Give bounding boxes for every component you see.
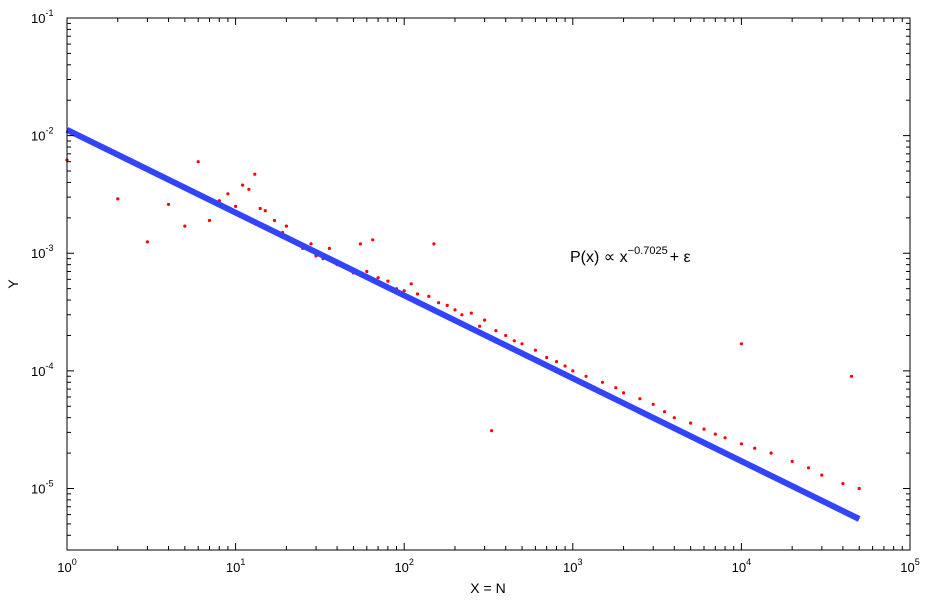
scatter-point-15: [272, 218, 277, 223]
x-tick-label-2: 102: [394, 557, 413, 575]
scatter-point-17: [284, 224, 288, 228]
scatter-point-42: [469, 311, 473, 315]
scatter-point-38: [437, 301, 441, 305]
scatter-point-2: [145, 240, 149, 244]
y-tick-label-1: 10-4: [31, 361, 53, 379]
scatter-point-67: [739, 442, 744, 446]
x-tick-label-1: 101: [226, 557, 245, 575]
scatter-point-75: [849, 374, 854, 378]
scatter-point-74: [841, 482, 845, 486]
scatter-point-61: [662, 410, 667, 414]
plot-area: [67, 18, 910, 550]
scatter-point-8: [226, 192, 230, 196]
scatter-point-70: [769, 451, 773, 455]
scatter-point-29: [371, 238, 375, 242]
y-tick-label-2: 10-3: [31, 243, 53, 261]
scatter-point-6: [207, 218, 212, 223]
scatter-point-62: [672, 416, 676, 420]
scatter-point-9: [234, 204, 238, 208]
scatter-point-28: [365, 269, 369, 274]
scatter-point-44: [483, 318, 487, 322]
scatter-point-40: [453, 308, 457, 312]
scatter-point-12: [253, 172, 257, 176]
scatter-point-60: [651, 402, 655, 406]
scatter-point-43: [478, 324, 482, 328]
plot-frame: [66, 17, 911, 551]
axis-ticks: [66, 18, 910, 551]
y-tick-label-4: 10-1: [31, 8, 53, 26]
x-tick-label-0: 100: [57, 557, 76, 575]
scatter-point-30: [376, 276, 380, 280]
scatter-point-73: [820, 473, 824, 477]
y-axis-label: Y: [5, 279, 21, 289]
scatter-point-50: [533, 348, 538, 352]
scatter-point-46: [494, 329, 498, 333]
scatter-point-66: [723, 436, 727, 440]
x-tick-label-3: 103: [563, 557, 582, 575]
scatter-points: [65, 158, 861, 491]
scatter-point-14: [263, 209, 267, 213]
scatter-point-59: [638, 397, 642, 401]
scatter-point-55: [584, 374, 588, 378]
scatter-point-48: [512, 339, 516, 343]
scatter-point-64: [702, 427, 706, 431]
scatter-point-3: [166, 202, 171, 206]
fit-line: [65, 127, 861, 522]
y-tick-label-0: 10-5: [31, 479, 53, 497]
scatter-point-36: [427, 294, 431, 298]
x-axis-label: X = N: [470, 580, 505, 596]
scatter-point-58: [622, 391, 626, 395]
scatter-point-5: [196, 160, 200, 164]
scatter-point-10: [241, 183, 245, 187]
x-tick-label-5: 105: [900, 557, 919, 575]
scatter-point-68: [739, 342, 744, 346]
scatter-point-11: [247, 187, 251, 191]
scatter-point-54: [571, 369, 575, 373]
scatter-point-33: [402, 289, 406, 293]
scatter-point-63: [689, 421, 693, 425]
y-tick-label-3: 10-2: [31, 126, 53, 144]
scatter-point-13: [258, 206, 262, 211]
scatter-point-47: [504, 333, 508, 338]
annotation-exponent: −0.7025: [628, 245, 668, 257]
power-law-annotation: P(x) ∝ x−0.7025 + ε: [570, 245, 691, 266]
scatter-point-27: [358, 242, 362, 246]
scatter-point-76: [857, 486, 861, 491]
scatter-point-56: [600, 380, 605, 384]
scatter-point-53: [563, 364, 567, 368]
fit-line-layer: [65, 127, 861, 522]
scatter-point-37: [432, 242, 436, 246]
scatter-point-72: [806, 466, 811, 470]
scatter-point-49: [520, 342, 524, 346]
scatter-point-20: [309, 242, 313, 246]
scatter-point-39: [445, 303, 449, 307]
annotation-tail: + ε: [670, 249, 691, 266]
scatter-point-65: [713, 432, 717, 436]
scatter-point-23: [327, 246, 331, 250]
scatter-point-4: [183, 224, 187, 228]
scatter-point-51: [545, 355, 549, 360]
scatter-point-41: [460, 313, 464, 317]
x-tick-label-4: 104: [732, 557, 751, 575]
scatter-point-69: [753, 446, 757, 450]
scatter-point-57: [614, 386, 618, 390]
scatter-point-52: [554, 360, 559, 364]
scatter-point-31: [386, 279, 390, 283]
scatter-point-34: [409, 282, 413, 286]
annotation-main: P(x) ∝ x: [570, 249, 628, 266]
scatter-point-45: [490, 429, 494, 433]
scatter-point-1: [116, 197, 120, 201]
tick-labels: 100 101 102 103 104 105 10-5 10-4 10-3 10-2 10-1: [31, 8, 920, 575]
scatter-point-71: [790, 459, 794, 463]
scatter-point-35: [415, 292, 420, 296]
